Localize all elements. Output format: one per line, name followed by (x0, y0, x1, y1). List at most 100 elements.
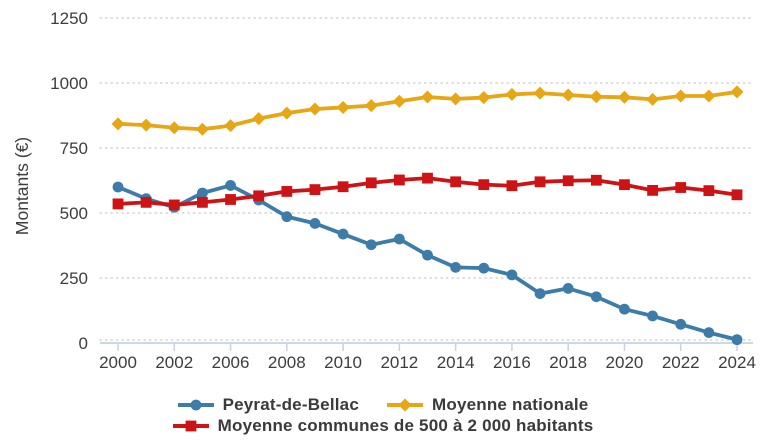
series-point-moyenne-communes-de-500-2-000-habitants (478, 179, 490, 191)
x-tick-label: 2022 (662, 353, 700, 372)
series-point-moyenne-nationale (420, 90, 435, 104)
x-tick-label: 2020 (606, 353, 644, 372)
x-tick-label: 2014 (437, 353, 475, 372)
y-tick-label: 750 (60, 139, 88, 158)
series-point-moyenne-nationale (392, 94, 406, 108)
legend-marker-diamond-icon (387, 398, 423, 412)
series-point-moyenne-nationale (224, 119, 238, 133)
series-point-moyenne-communes-de-500-2-000-habitants (619, 179, 630, 191)
legend-row: Peyrat-de-Bellac Moyenne nationale (177, 395, 589, 415)
legend-item-moyenne-communes-de-500-2-000-habitants: Moyenne communes de 500 à 2 000 habitant… (172, 416, 594, 436)
series-point-peyrat-de-bellac (506, 269, 518, 281)
y-tick-label: 0 (79, 334, 88, 353)
series-point-peyrat-de-bellac (590, 291, 602, 303)
series-point-peyrat-de-bellac (309, 218, 321, 229)
series-point-peyrat-de-bellac (450, 261, 462, 273)
series-point-moyenne-nationale (505, 87, 519, 101)
series-point-moyenne-communes-de-500-2-000-habitants (365, 177, 377, 189)
series-point-peyrat-de-bellac (197, 187, 208, 199)
series-point-moyenne-communes-de-500-2-000-habitants (562, 175, 574, 187)
legend-item-moyenne-nationale: Moyenne nationale (387, 395, 588, 415)
gridlines-layer (99, 17, 754, 341)
series-point-peyrat-de-bellac (647, 310, 658, 322)
x-tick-label: 2006 (212, 353, 250, 372)
series-point-peyrat-de-bellac (337, 228, 349, 240)
legend-row: Moyenne communes de 500 à 2 000 habitant… (172, 416, 594, 436)
series-layer (111, 85, 744, 346)
x-axis-layer (100, 342, 753, 351)
legend-marker-shape (398, 398, 412, 412)
x-tick-label: 2024 (718, 353, 756, 372)
series-moyenne-communes-de-500-2-000-habitants (112, 172, 743, 211)
series-point-moyenne-nationale (111, 117, 125, 131)
series-point-moyenne-nationale (364, 99, 378, 113)
x-tick-label: 2010 (324, 353, 362, 372)
y-tick-label: 1250 (50, 9, 88, 28)
series-point-peyrat-de-bellac (619, 303, 630, 315)
y-tick-label: 250 (60, 269, 88, 288)
series-point-moyenne-nationale (646, 92, 660, 106)
series-point-moyenne-nationale (280, 106, 294, 120)
legend-marker-shape (185, 420, 197, 432)
y-tick-label: 500 (60, 204, 88, 223)
series-point-moyenne-nationale (308, 102, 322, 116)
series-point-moyenne-communes-de-500-2-000-habitants (112, 198, 124, 210)
series-point-moyenne-communes-de-500-2-000-habitants (309, 184, 321, 195)
series-point-moyenne-communes-de-500-2-000-habitants (253, 190, 265, 202)
series-point-peyrat-de-bellac (365, 239, 377, 251)
series-point-moyenne-nationale (449, 92, 463, 106)
series-point-moyenne-communes-de-500-2-000-habitants (647, 184, 658, 196)
series-point-moyenne-communes-de-500-2-000-habitants (506, 180, 518, 192)
tick-labels-layer: 0 250 500 750 1000 1250 2000 2002 2006 2008 2010 20… (50, 9, 756, 372)
series-point-moyenne-communes-de-500-2-000-habitants (534, 176, 546, 188)
series-point-moyenne-communes-de-500-2-000-habitants (731, 189, 743, 201)
series-point-peyrat-de-bellac (478, 262, 490, 274)
series-point-moyenne-communes-de-500-2-000-habitants (703, 185, 715, 197)
series-point-moyenne-nationale (730, 85, 744, 99)
series-point-moyenne-nationale (674, 89, 688, 103)
series-point-moyenne-nationale (336, 100, 350, 114)
legend-marker-square-icon (172, 420, 209, 432)
series-point-peyrat-de-bellac (393, 233, 405, 245)
series-point-peyrat-de-bellac (562, 283, 574, 294)
series-point-moyenne-communes-de-500-2-000-habitants (675, 182, 687, 193)
series-point-peyrat-de-bellac (675, 318, 687, 330)
series-point-moyenne-communes-de-500-2-000-habitants (140, 196, 152, 208)
x-tick-label: 2012 (380, 353, 418, 372)
legend-label: Moyenne communes de 500 à 2 000 habitant… (217, 416, 594, 435)
legend-marker-shape (190, 399, 201, 411)
series-point-moyenne-nationale (139, 118, 153, 132)
line-chart: 0 250 500 750 1000 1250 2000 2002 2006 2008 2010 20… (12, 9, 756, 372)
series-point-peyrat-de-bellac (534, 288, 546, 299)
series-point-peyrat-de-bellac (731, 334, 743, 346)
series-point-peyrat-de-bellac (422, 249, 433, 261)
series-point-peyrat-de-bellac (281, 211, 293, 223)
series-point-moyenne-nationale (617, 90, 631, 104)
series-point-moyenne-communes-de-500-2-000-habitants (197, 196, 208, 208)
chart-legend: Peyrat-de-Bellac Moyenne nationale Moyenne… (0, 395, 766, 436)
series-point-moyenne-nationale (477, 91, 491, 105)
series-point-moyenne-nationale (167, 121, 181, 135)
series-moyenne-nationale (111, 85, 744, 136)
series-point-peyrat-de-bellac (112, 181, 124, 193)
x-tick-label: 2000 (99, 353, 137, 372)
y-axis-title: Montants (€) (12, 137, 32, 235)
series-point-peyrat-de-bellac (225, 180, 236, 191)
series-point-moyenne-communes-de-500-2-000-habitants (422, 172, 433, 184)
series-point-peyrat-de-bellac (703, 327, 715, 338)
series-point-moyenne-communes-de-500-2-000-habitants (337, 181, 349, 193)
series-point-moyenne-communes-de-500-2-000-habitants (225, 194, 236, 205)
legend-label: Peyrat-de-Bellac (222, 395, 359, 414)
series-point-moyenne-nationale (561, 88, 575, 102)
series-point-moyenne-communes-de-500-2-000-habitants (450, 176, 462, 188)
series-point-moyenne-nationale (252, 112, 266, 126)
series-point-moyenne-nationale (533, 86, 547, 100)
series-point-moyenne-communes-de-500-2-000-habitants (281, 186, 293, 197)
series-point-moyenne-communes-de-500-2-000-habitants (168, 199, 180, 211)
series-point-moyenne-nationale (195, 122, 209, 136)
legend-marker-circle-icon (177, 399, 214, 411)
series-point-moyenne-communes-de-500-2-000-habitants (590, 174, 602, 186)
x-tick-label: 2008 (268, 353, 306, 372)
series-point-moyenne-nationale (702, 89, 716, 103)
